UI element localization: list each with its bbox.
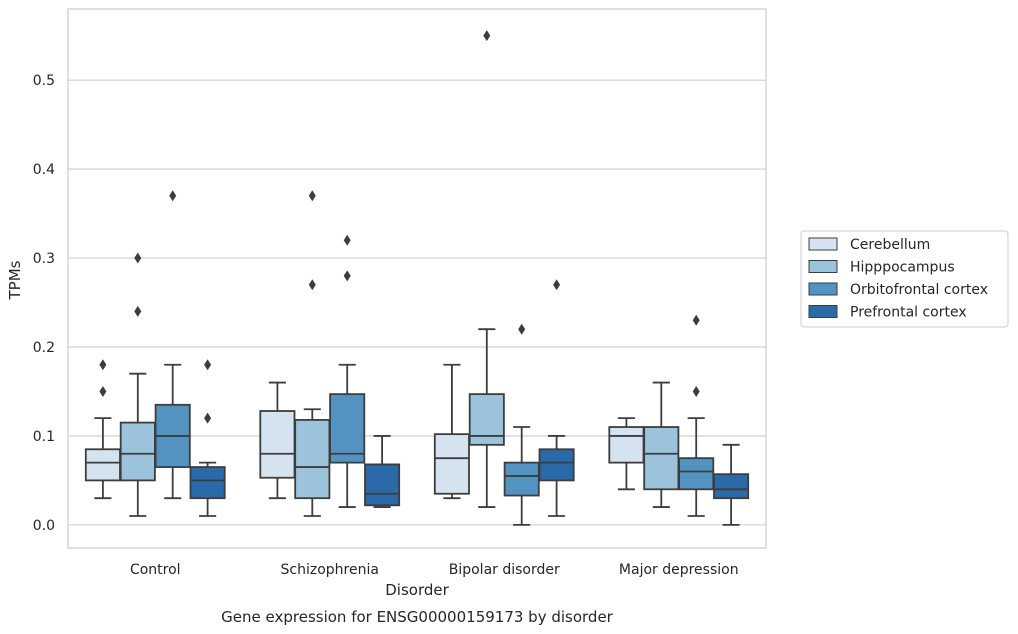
box-prefrontal-cortex xyxy=(538,279,575,517)
box-prefrontal-cortex xyxy=(713,443,750,526)
y-axis-label: TPMs xyxy=(6,260,24,300)
outlier-point xyxy=(308,190,316,202)
box-orbitofrontal-cortex xyxy=(503,323,540,526)
outlier-point xyxy=(553,279,561,291)
x-tick-label: Control xyxy=(130,562,181,578)
box-iqr xyxy=(468,393,505,446)
chart-caption: Gene expression for ENSG00000159173 by d… xyxy=(221,608,614,626)
y-tick-label: 0.0 xyxy=(33,518,55,534)
outlier-point xyxy=(692,385,700,397)
box-iqr xyxy=(503,461,540,497)
box-plots xyxy=(84,30,750,526)
x-axis-label: Disorder xyxy=(385,581,449,599)
x-tick-label: Bipolar disorder xyxy=(449,562,560,578)
box-hipppocampus xyxy=(643,381,680,508)
box-orbitofrontal-cortex xyxy=(154,190,191,500)
box-hipppocampus xyxy=(119,252,156,517)
box-iqr xyxy=(433,433,470,495)
outlier-point xyxy=(483,30,491,42)
legend-label: Prefrontal cortex xyxy=(850,305,967,321)
outlier-point xyxy=(99,359,107,371)
y-tick-label: 0.1 xyxy=(33,429,55,445)
x-axis-ticks: Control Schizophrenia Bipolar disorder Majo… xyxy=(130,562,739,578)
outlier-point xyxy=(692,314,700,326)
x-tick-label: Major depression xyxy=(619,562,739,578)
box-cerebellum xyxy=(433,363,470,500)
box-cerebellum xyxy=(608,417,645,491)
outlier-point xyxy=(169,190,177,202)
box-prefrontal-cortex xyxy=(364,435,401,508)
plot-frame xyxy=(67,8,767,549)
outlier-point xyxy=(343,270,351,282)
box-iqr xyxy=(678,457,715,491)
y-tick-label: 0.3 xyxy=(33,251,55,267)
outlier-point xyxy=(99,385,107,397)
box-iqr xyxy=(189,466,226,500)
legend-swatch xyxy=(808,305,838,318)
y-tick-label: 0.4 xyxy=(33,162,55,178)
legend-label: Orbitofrontal cortex xyxy=(850,282,988,298)
box-iqr xyxy=(608,426,645,464)
box-iqr xyxy=(538,448,575,482)
legend-swatch xyxy=(808,237,838,251)
outlier-point xyxy=(134,305,142,317)
outlier-point xyxy=(134,252,142,264)
x-tick-label: Schizophrenia xyxy=(281,562,379,578)
box-cerebellum xyxy=(259,381,296,500)
box-iqr xyxy=(329,393,366,464)
box-hipppocampus xyxy=(468,30,505,508)
box-iqr xyxy=(259,410,296,479)
box-iqr xyxy=(119,421,156,482)
legend-frame xyxy=(800,230,1009,328)
box-iqr xyxy=(364,463,401,507)
box-cerebellum xyxy=(84,359,121,500)
box-iqr xyxy=(643,426,680,491)
outlier-point xyxy=(204,412,212,424)
legend-swatch xyxy=(808,260,838,273)
y-tick-label: 0.2 xyxy=(33,340,55,356)
y-tick-label: 0.5 xyxy=(33,73,55,89)
outlier-point xyxy=(204,359,212,371)
legend-label: Cerebellum xyxy=(850,237,930,253)
box-prefrontal-cortex xyxy=(189,359,226,517)
box-iqr xyxy=(294,419,331,500)
outlier-point xyxy=(343,234,351,246)
box-iqr xyxy=(713,473,750,500)
outlier-point xyxy=(518,323,526,335)
legend-swatch xyxy=(808,282,838,296)
box-hipppocampus xyxy=(294,190,331,517)
legend: Cerebellum Hipppocampus Orbitofrontal cort… xyxy=(800,230,1009,328)
outlier-point xyxy=(308,279,316,291)
y-axis-ticks: 0.0 0.1 0.2 0.3 0.4 0.5 xyxy=(33,73,55,534)
box-iqr xyxy=(84,448,121,482)
box-orbitofrontal-cortex xyxy=(678,314,715,517)
legend-label: Hipppocampus xyxy=(850,260,955,276)
box-orbitofrontal-cortex xyxy=(329,234,366,508)
